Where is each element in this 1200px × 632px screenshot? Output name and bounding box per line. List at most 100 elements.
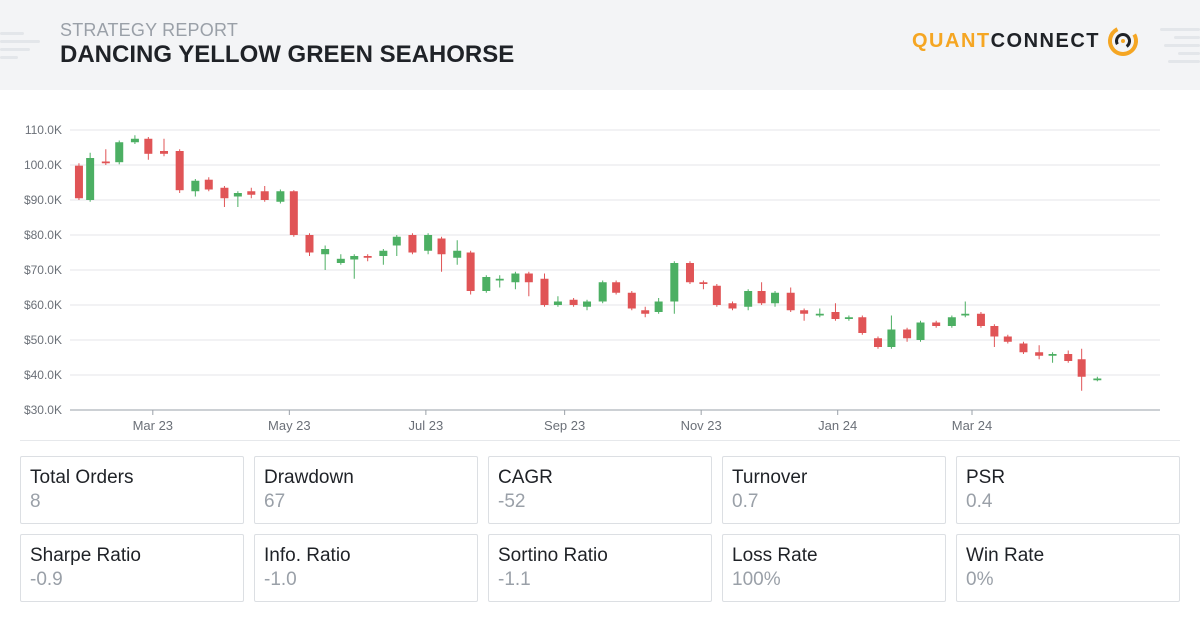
candle-body-up — [86, 158, 95, 200]
candle-body-up — [1093, 378, 1102, 381]
stat-value: 100% — [732, 569, 781, 590]
candle-body-up — [336, 258, 345, 263]
candle-body-up — [424, 235, 433, 251]
y-tick-label: 100.0K — [24, 158, 62, 172]
candle-body-down — [289, 191, 298, 235]
stat-value: -1.0 — [264, 569, 297, 590]
candle-body-up — [887, 329, 896, 347]
candle-body-down — [160, 151, 169, 154]
candle-body-up — [947, 317, 956, 326]
logo-wordmark: QUANTCONNECT — [912, 30, 1100, 53]
candle-body-down — [612, 282, 621, 293]
candle-body-up — [130, 138, 139, 143]
x-tick-label: Nov 23 — [681, 418, 722, 433]
stat-value: 67 — [264, 491, 286, 512]
candle-body-down — [524, 273, 533, 283]
candle-body-down — [260, 191, 269, 200]
stat-card: Turnover 0.7 — [722, 456, 946, 524]
candle-body-down — [685, 263, 694, 283]
candle-body-down — [641, 310, 650, 314]
candle-body-down — [728, 303, 737, 309]
candle-body-up — [482, 277, 491, 291]
stat-label: Turnover — [732, 467, 808, 488]
x-tick-label: Jul 23 — [409, 418, 444, 433]
candle-body-down — [1077, 359, 1086, 377]
stat-card: Drawdown 67 — [254, 456, 478, 524]
report-header: STRATEGY REPORT DANCING YELLOW GREEN SEA… — [0, 0, 1200, 90]
candle-body-up — [511, 273, 520, 283]
candle-body-up — [771, 292, 780, 304]
header-decoration — [0, 40, 40, 43]
candle-body-up — [115, 142, 124, 163]
stat-card: Loss Rate 100% — [722, 534, 946, 602]
stat-value: 0.7 — [732, 491, 759, 512]
logo-text-quant: QUANT — [912, 29, 991, 52]
candle-body-down — [363, 256, 372, 258]
header-decoration — [1160, 28, 1200, 31]
stat-card: Total Orders 8 — [20, 456, 244, 524]
candle-body-down — [569, 299, 578, 305]
candle-body-down — [858, 317, 867, 333]
stat-label: Drawdown — [264, 467, 354, 488]
candle-body-up — [670, 263, 679, 302]
candle-body-down — [74, 165, 83, 199]
quantconnect-logo: QUANTCONNECT — [912, 24, 1140, 58]
candle-body-down — [466, 252, 475, 291]
y-tick-label: $40.0K — [24, 368, 62, 382]
candle-body-down — [144, 138, 153, 154]
candle-body-down — [1019, 343, 1028, 353]
stat-card: Sortino Ratio -1.1 — [488, 534, 712, 602]
quantconnect-logo-icon — [1108, 26, 1138, 56]
y-tick-label: $30.0K — [24, 403, 62, 417]
candle-body-down — [712, 285, 721, 305]
candle-body-up — [553, 301, 562, 305]
candle-body-down — [1035, 352, 1044, 356]
header-decoration — [1174, 36, 1200, 39]
header-decoration — [0, 48, 30, 51]
candle-body-down — [101, 161, 110, 164]
stat-card: PSR 0.4 — [956, 456, 1180, 524]
stat-label: Total Orders — [30, 467, 134, 488]
stat-label: Sharpe Ratio — [30, 545, 141, 566]
candle-body-down — [437, 238, 446, 255]
candle-body-down — [757, 291, 766, 304]
x-tick-label: Jan 24 — [818, 418, 857, 433]
y-tick-label: $60.0K — [24, 298, 62, 312]
candle-body-up — [453, 250, 462, 258]
candle-body-up — [744, 291, 753, 307]
y-tick-label: $50.0K — [24, 333, 62, 347]
y-tick-label: 110.0K — [25, 123, 62, 137]
strategy-title: DANCING YELLOW GREEN SEAHORSE — [60, 41, 515, 68]
x-tick-label: Sep 23 — [544, 418, 585, 433]
stat-value: 8 — [30, 491, 41, 512]
candle-body-up — [392, 236, 401, 246]
candle-body-down — [247, 191, 256, 195]
stat-value: -0.9 — [30, 569, 63, 590]
candle-body-down — [976, 313, 985, 326]
report-subtitle: STRATEGY REPORT — [60, 20, 239, 40]
stat-label: PSR — [966, 467, 1006, 488]
logo-text-connect: CONNECT — [990, 29, 1100, 52]
section-divider — [20, 440, 1180, 441]
candle-body-up — [191, 180, 200, 192]
candle-body-up — [1048, 354, 1057, 356]
candle-body-down — [1003, 336, 1012, 342]
candle-body-up — [583, 301, 592, 307]
stat-value: 0.4 — [966, 491, 993, 512]
candle-body-up — [654, 301, 663, 312]
candle-body-down — [831, 312, 840, 319]
stat-label: Win Rate — [966, 545, 1045, 566]
stat-card: Info. Ratio -1.0 — [254, 534, 478, 602]
candle-body-down — [903, 329, 912, 339]
candle-body-up — [598, 282, 607, 302]
candle-body-up — [844, 317, 853, 319]
stat-value: -52 — [498, 491, 526, 512]
stat-card: Win Rate 0% — [956, 534, 1180, 602]
header-decoration — [0, 32, 24, 35]
header-decoration — [1178, 52, 1200, 55]
candle-body-up — [350, 256, 359, 260]
header-decoration — [1164, 44, 1200, 47]
candle-body-down — [990, 326, 999, 337]
candle-body-down — [220, 187, 229, 199]
stat-label: Loss Rate — [732, 545, 818, 566]
